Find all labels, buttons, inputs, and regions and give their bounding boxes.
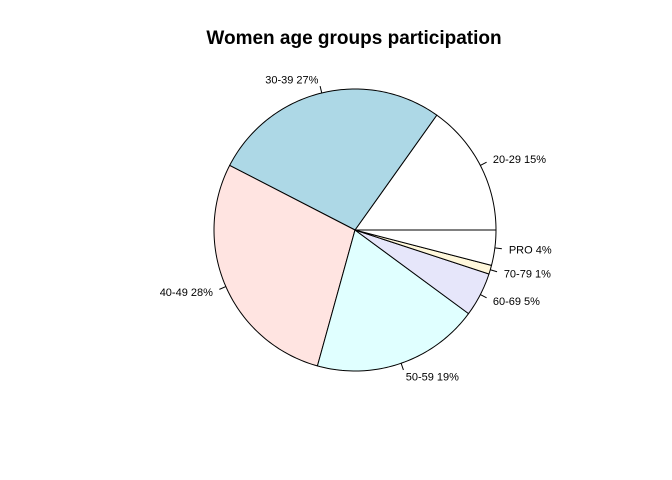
- pie-slice-2: [213, 164, 356, 367]
- label-tick-2: [219, 286, 227, 290]
- label-tick-3: [400, 363, 404, 371]
- label-ticks: [219, 86, 502, 371]
- slice-label-3: 50-59 19%: [406, 372, 459, 384]
- label-tick-5: [490, 269, 498, 273]
- slice-label-0: 20-29 15%: [493, 154, 546, 166]
- slice-label-1: 30-39 27%: [265, 74, 318, 86]
- slice-label-6: PRO 4%: [509, 245, 552, 257]
- slice-label-5: 70-79 1%: [504, 269, 551, 281]
- slice-labels: 20-29 15% 30-39 27% 40-49 28% 50-59 19% 60-6…: [160, 74, 552, 383]
- chart-title: Women age groups participation: [206, 28, 502, 49]
- label-tick-4: [480, 294, 487, 299]
- pie-slice-3: [316, 229, 470, 372]
- slice-label-2: 40-49 28%: [160, 287, 213, 299]
- label-tick-6: [494, 247, 502, 250]
- label-tick-1: [319, 86, 323, 94]
- slice-label-4: 60-69 5%: [493, 296, 540, 308]
- pie-slice-6: [354, 229, 497, 267]
- pie-slices: [213, 88, 497, 372]
- label-tick-0: [480, 161, 487, 166]
